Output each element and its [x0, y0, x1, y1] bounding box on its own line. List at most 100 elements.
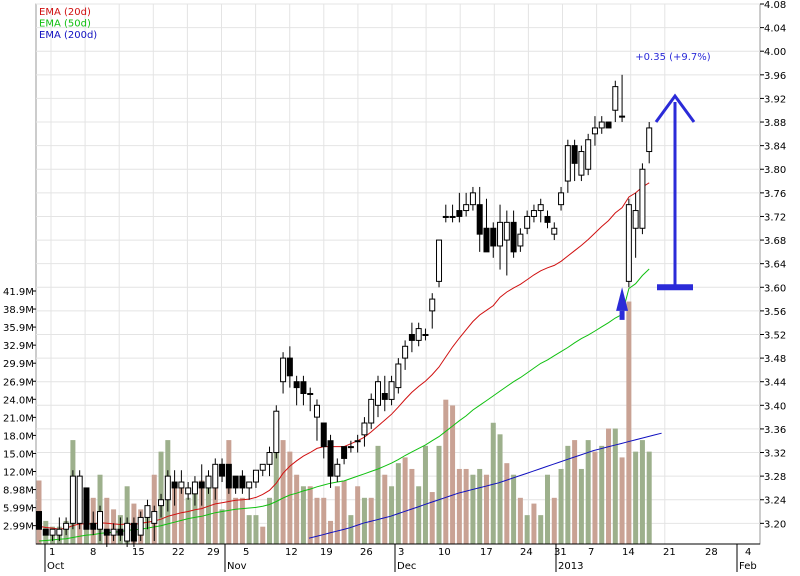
candle-body — [591, 127, 598, 135]
candle-body — [191, 481, 198, 495]
volume-bar — [612, 428, 618, 544]
price-tick-label: 3.84 — [764, 142, 786, 153]
candle-body — [456, 210, 463, 217]
price-tick-label: 3.68 — [764, 236, 786, 247]
candle-body — [605, 121, 612, 129]
candle-body — [381, 393, 388, 400]
volume-bar — [307, 486, 313, 544]
volume-tick-label: 15.0M — [3, 449, 34, 460]
volume-bar — [511, 474, 517, 544]
candle-body — [347, 446, 354, 449]
candle-body — [632, 210, 639, 229]
volume-bar — [402, 457, 408, 544]
candle-body — [232, 475, 239, 489]
volume-bar — [578, 468, 584, 544]
candle-body — [463, 204, 470, 212]
volume-bar — [334, 486, 340, 544]
volume-bar — [341, 480, 347, 544]
candle-body — [375, 381, 381, 406]
candle-body — [483, 227, 490, 253]
price-tick-label: 3.72 — [764, 212, 786, 223]
price-tick-label: 3.36 — [764, 425, 786, 436]
candle-body — [273, 410, 280, 454]
volume-bar — [551, 497, 557, 544]
volume-axis: 41.9M 38.9M 35.9M 32.9M 29.9M 26.9M 24.0M 21.0M… — [3, 287, 36, 533]
price-tick-label: 4.08 — [764, 0, 786, 11]
volume-bar — [470, 474, 476, 544]
candle-body — [368, 398, 375, 424]
date-tick-label: 28 — [705, 547, 718, 558]
candle-body — [42, 528, 49, 536]
candle-body — [571, 145, 578, 164]
volume-bar — [273, 451, 279, 544]
candle-body — [178, 481, 185, 489]
volume-bar — [178, 486, 184, 544]
candle-body — [537, 204, 544, 212]
candle-body — [185, 487, 192, 495]
volume-tick-label: 32.9M — [3, 341, 34, 352]
candle-body — [395, 363, 402, 389]
candle-body — [476, 204, 483, 235]
candle-body — [408, 333, 415, 341]
candle-body — [415, 328, 422, 341]
month-label: Dec — [397, 561, 416, 572]
candle-body — [56, 528, 63, 536]
candle-body — [205, 475, 212, 489]
volume-bar — [490, 422, 496, 544]
candle-body — [124, 522, 131, 542]
date-tick-label: 7 — [588, 547, 594, 558]
price-axis: 4.08 4.04 4.00 3.96 3.92 3.88 3.84 3.80 3.76 3.72… — [760, 0, 786, 530]
volume-bar — [267, 497, 273, 544]
volume-bar — [280, 440, 286, 544]
price-tick-label: 4.04 — [764, 24, 786, 35]
date-tick-label: 26 — [360, 547, 373, 558]
candle-body — [266, 452, 273, 465]
volume-bar — [361, 497, 367, 544]
candle-body — [429, 298, 436, 312]
month-label: Nov — [227, 561, 247, 572]
date-tick-label: 31 — [554, 547, 567, 558]
annotation-arrowhead — [654, 93, 696, 123]
candle-body — [524, 215, 531, 229]
candles — [36, 74, 653, 547]
volume-bar — [246, 515, 252, 544]
date-tick-label: 15 — [132, 547, 145, 558]
header-cut — [0, 0, 760, 3]
candle-body — [286, 357, 293, 377]
volume-bar — [124, 486, 130, 544]
annotation: +0.35 (+9.7%) — [616, 52, 711, 320]
candle-body — [137, 516, 144, 536]
price-tick-label: 3.20 — [764, 519, 786, 530]
date-tick-label: 5 — [243, 547, 249, 558]
volume-bar — [463, 468, 469, 544]
breakout-arrow-stem — [619, 310, 625, 320]
volume-bar — [599, 445, 605, 544]
date-tick-label: 19 — [320, 547, 333, 558]
candle-body — [83, 487, 90, 530]
volume-bar — [477, 468, 483, 544]
volume-tick-label: 26.9M — [3, 377, 34, 388]
candle-body — [171, 481, 178, 489]
volume-tick-label: 41.9M — [3, 287, 34, 298]
candle-body — [49, 528, 56, 536]
price-tick-label: 3.56 — [764, 307, 786, 318]
annotation-label: +0.35 (+9.7%) — [635, 52, 711, 63]
candle-body — [327, 440, 334, 477]
candle-body — [334, 463, 341, 477]
volume-bar — [606, 428, 612, 544]
price-tick-label: 3.60 — [764, 283, 786, 294]
breakout-arrow-icon — [616, 287, 629, 311]
price-tick-label: 3.24 — [764, 496, 786, 507]
legend-entry: EMA (200d) — [39, 30, 97, 41]
candle-body — [300, 381, 307, 395]
volume-bar — [199, 480, 205, 544]
candle-body — [239, 475, 246, 489]
volume-tick-label: 21.0M — [3, 413, 34, 424]
volume-bar — [321, 497, 327, 544]
candle-body — [551, 227, 558, 235]
candle-body — [639, 168, 646, 229]
candle-body — [442, 215, 449, 218]
date-tick-label: 14 — [622, 547, 635, 558]
volume-bar — [422, 445, 428, 544]
legend-entry: EMA (50d) — [39, 19, 91, 30]
